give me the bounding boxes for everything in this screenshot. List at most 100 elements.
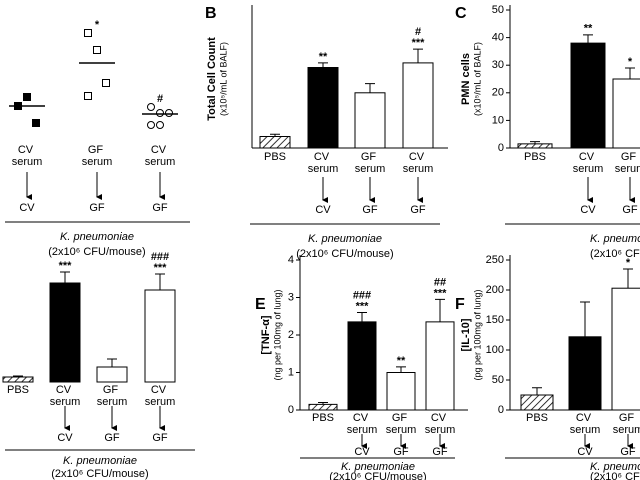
significance: *** — [434, 287, 448, 299]
y-tick-label: 150 — [486, 314, 504, 326]
x-tick-label: PBS — [312, 412, 334, 424]
error-bar — [318, 62, 328, 68]
point — [32, 119, 40, 127]
recipient-label: GF — [622, 204, 638, 216]
x-tick-label: CV serum — [347, 412, 378, 436]
x-tick-label: CV serum — [403, 151, 434, 175]
error-bar — [623, 268, 633, 289]
x-tick-label: CV serum — [308, 151, 339, 175]
y-tick-label: 40 — [492, 32, 504, 44]
recipient-label: GF — [393, 446, 409, 458]
bar — [612, 78, 640, 149]
point — [84, 92, 92, 100]
recipient-label: CV — [57, 432, 73, 444]
bar — [354, 92, 386, 149]
panel-label: E — [255, 296, 266, 313]
dose-label: (2x10⁶ CFU/mouse) — [590, 471, 640, 480]
bar — [570, 42, 606, 149]
bar — [425, 321, 455, 411]
error-bar — [357, 312, 367, 322]
recipient-label: GF — [432, 446, 448, 458]
group-label: K. pneumoniae — [341, 461, 415, 473]
group-label: K. pneumoniae — [63, 455, 137, 467]
bar — [96, 366, 128, 383]
point — [165, 109, 173, 117]
error-bar — [580, 301, 590, 337]
group-label: K. pneumoniae — [308, 233, 382, 245]
recipient-label: CV — [19, 202, 35, 214]
x-tick-label: PBS — [7, 384, 29, 396]
y-tick-label: 20 — [492, 87, 504, 99]
recipient-label: GF — [362, 204, 378, 216]
error-bar — [530, 141, 540, 144]
bar — [386, 372, 416, 411]
y-axis-unit: (pg per 100mg of lung) — [472, 289, 482, 380]
y-axis-unit: (ng per 100mg of lung) — [272, 289, 282, 380]
x-tick-label: CV serum — [145, 384, 176, 408]
error-bar — [13, 375, 23, 377]
bar — [347, 321, 377, 411]
error-bar — [396, 366, 406, 373]
bar — [49, 282, 81, 383]
error-bar — [365, 83, 375, 93]
y-tick-label: 200 — [486, 284, 504, 296]
x-tick-label: PBS — [526, 412, 548, 424]
x-tick-label: PBS — [264, 151, 286, 163]
x-tick-label: CV serum — [145, 144, 176, 168]
x-tick-label: GF serum — [82, 144, 113, 168]
recipient-label: CV — [580, 204, 596, 216]
dose-label: (2x10⁶ CFU/mouse) — [590, 248, 640, 260]
y-axis-label: PMN cells — [460, 53, 472, 105]
point — [102, 79, 110, 87]
y-tick-label: 0 — [498, 404, 504, 416]
dose-label: (2x10⁶ CFU/mouse) — [48, 246, 145, 258]
significance: * — [95, 19, 100, 31]
recipient-label: GF — [152, 432, 168, 444]
significance: ### — [151, 251, 169, 263]
error-bar — [318, 402, 328, 405]
significance: ** — [584, 23, 593, 35]
y-axis-label: [IL-10] — [460, 318, 472, 351]
recipient-label: GF — [89, 202, 105, 214]
y-tick-label: 1 — [288, 366, 294, 378]
dose-label: (2x10⁶ CFU/mouse) — [296, 248, 393, 260]
y-tick-label: 250 — [486, 254, 504, 266]
error-bar — [270, 133, 280, 137]
y-axis-unit: (x10⁵/mL of BALF) — [472, 42, 482, 116]
x-tick-label: CV serum — [12, 144, 43, 168]
panel-label: C — [455, 5, 467, 22]
point — [156, 109, 164, 117]
bar — [259, 136, 291, 149]
y-tick-label: 100 — [486, 344, 504, 356]
x-tick-label: CV serum — [573, 151, 604, 175]
recipient-label: GF — [410, 204, 426, 216]
y-tick-label: 3 — [288, 291, 294, 303]
significance: ### — [353, 289, 371, 301]
y-tick-label: 0 — [288, 404, 294, 416]
error-bar — [583, 34, 593, 44]
panel-label: B — [205, 5, 217, 22]
y-axis-label: Total Cell Count — [206, 37, 218, 121]
bar — [2, 376, 34, 383]
significance: ** — [319, 51, 328, 63]
group-label: K. pneumoniae — [590, 461, 640, 473]
point — [84, 29, 92, 37]
group-label: K. pneumoniae — [590, 233, 640, 245]
recipient-label: CV — [577, 446, 593, 458]
dose-label: (2x10⁶ CFU/mouse) — [329, 471, 426, 480]
significance: *** — [59, 260, 73, 272]
x-tick-label: PBS — [524, 151, 546, 163]
significance: *** — [412, 37, 426, 49]
x-tick-label: GF serum — [355, 151, 386, 175]
significance: ** — [397, 355, 406, 367]
y-axis-unit: (x10⁵/mL of BALF) — [218, 42, 228, 116]
point — [147, 121, 155, 129]
y-tick-label: 30 — [492, 59, 504, 71]
recipient-label: CV — [315, 204, 331, 216]
error-bar — [60, 271, 70, 283]
error-bar — [107, 358, 117, 367]
significance: *** — [356, 300, 370, 312]
error-bar — [413, 48, 423, 63]
bar — [520, 394, 554, 411]
